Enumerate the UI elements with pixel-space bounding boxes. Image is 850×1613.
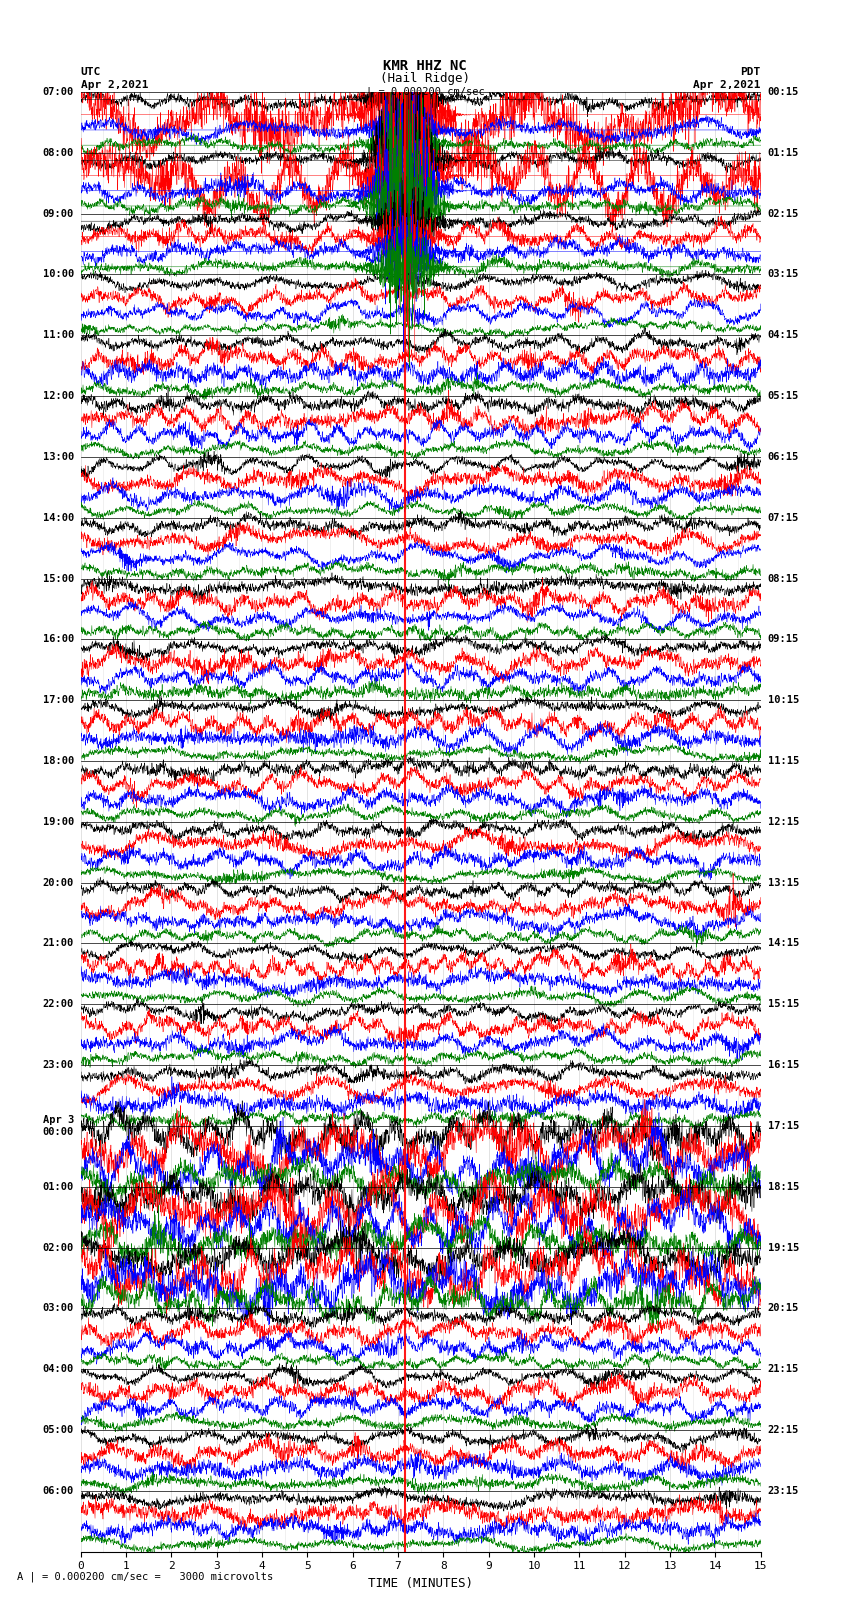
Text: 21:15: 21:15	[768, 1365, 799, 1374]
Text: 18:00: 18:00	[42, 756, 74, 766]
Text: 02:15: 02:15	[768, 208, 799, 219]
Text: 06:00: 06:00	[42, 1486, 74, 1495]
Text: 23:00: 23:00	[42, 1060, 74, 1069]
Text: 10:15: 10:15	[768, 695, 799, 705]
Text: 15:15: 15:15	[768, 1000, 799, 1010]
Text: 09:00: 09:00	[42, 208, 74, 219]
Text: 22:15: 22:15	[768, 1424, 799, 1436]
Text: Apr 3
00:00: Apr 3 00:00	[42, 1115, 74, 1137]
Text: 17:15: 17:15	[768, 1121, 799, 1131]
Text: 00:15: 00:15	[768, 87, 799, 97]
Text: 10:00: 10:00	[42, 269, 74, 279]
Text: 16:15: 16:15	[768, 1060, 799, 1069]
Text: 01:00: 01:00	[42, 1182, 74, 1192]
X-axis label: TIME (MINUTES): TIME (MINUTES)	[368, 1578, 473, 1590]
Text: 23:15: 23:15	[768, 1486, 799, 1495]
Text: 20:00: 20:00	[42, 877, 74, 887]
Text: 14:00: 14:00	[42, 513, 74, 523]
Text: 06:15: 06:15	[768, 452, 799, 461]
Text: 12:15: 12:15	[768, 816, 799, 827]
Text: 17:00: 17:00	[42, 695, 74, 705]
Text: 04:15: 04:15	[768, 331, 799, 340]
Text: 05:15: 05:15	[768, 390, 799, 402]
Text: Apr 2,2021: Apr 2,2021	[694, 81, 761, 90]
Text: 09:15: 09:15	[768, 634, 799, 644]
Text: 16:00: 16:00	[42, 634, 74, 644]
Text: 21:00: 21:00	[42, 939, 74, 948]
Text: 13:15: 13:15	[768, 877, 799, 887]
Text: 08:00: 08:00	[42, 148, 74, 158]
Text: 22:00: 22:00	[42, 1000, 74, 1010]
Text: 07:00: 07:00	[42, 87, 74, 97]
Text: 04:00: 04:00	[42, 1365, 74, 1374]
Text: 12:00: 12:00	[42, 390, 74, 402]
Text: 03:00: 03:00	[42, 1303, 74, 1313]
Text: 14:15: 14:15	[768, 939, 799, 948]
Text: 11:15: 11:15	[768, 756, 799, 766]
Text: PDT: PDT	[740, 68, 761, 77]
Text: A | = 0.000200 cm/sec =   3000 microvolts: A | = 0.000200 cm/sec = 3000 microvolts	[17, 1571, 273, 1582]
Text: 18:15: 18:15	[768, 1182, 799, 1192]
Text: KMR HHZ NC: KMR HHZ NC	[383, 58, 467, 73]
Text: Apr 2,2021: Apr 2,2021	[81, 81, 148, 90]
Text: 08:15: 08:15	[768, 574, 799, 584]
Text: 19:00: 19:00	[42, 816, 74, 827]
Text: 01:15: 01:15	[768, 148, 799, 158]
Text: 11:00: 11:00	[42, 331, 74, 340]
Text: 20:15: 20:15	[768, 1303, 799, 1313]
Text: | = 0.000200 cm/sec: | = 0.000200 cm/sec	[366, 85, 484, 97]
Text: 05:00: 05:00	[42, 1424, 74, 1436]
Text: UTC: UTC	[81, 68, 101, 77]
Text: 13:00: 13:00	[42, 452, 74, 461]
Text: (Hail Ridge): (Hail Ridge)	[380, 73, 470, 85]
Text: 15:00: 15:00	[42, 574, 74, 584]
Text: 07:15: 07:15	[768, 513, 799, 523]
Text: 03:15: 03:15	[768, 269, 799, 279]
Text: 02:00: 02:00	[42, 1242, 74, 1253]
Text: 19:15: 19:15	[768, 1242, 799, 1253]
